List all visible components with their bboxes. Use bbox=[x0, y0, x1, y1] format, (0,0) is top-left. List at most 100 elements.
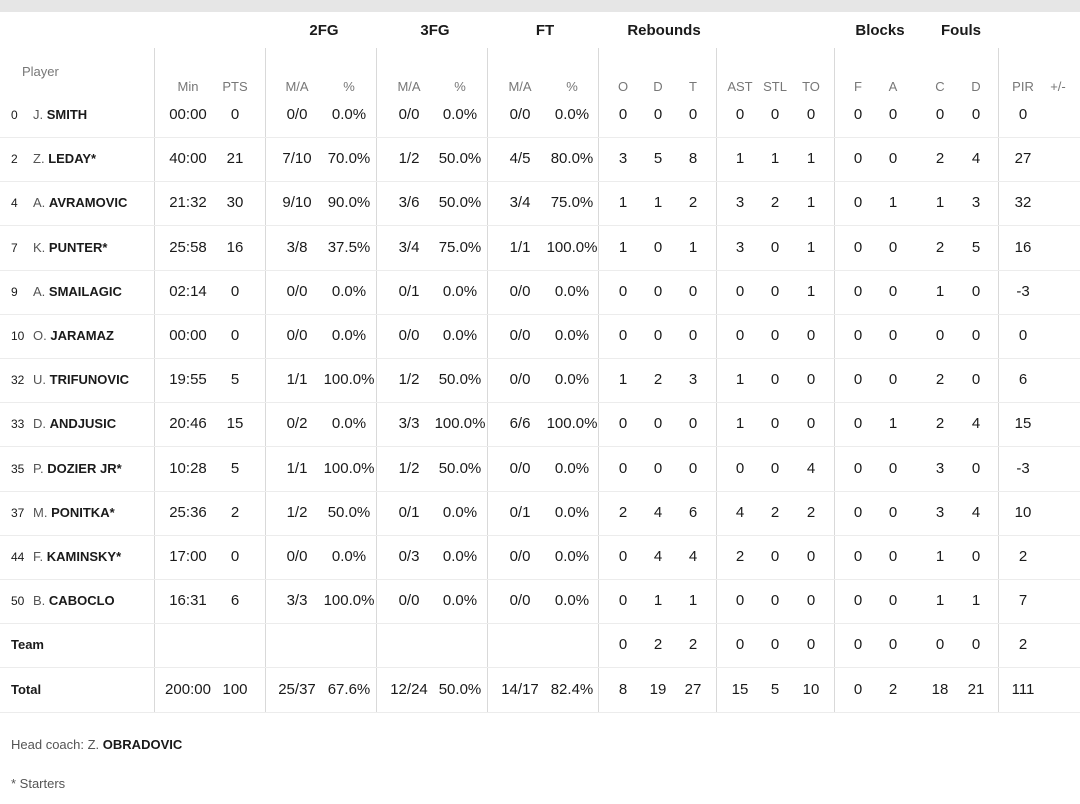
player-row[interactable]: 7 K. PUNTER* 25:58 16 3/8 37.5% 3/4 75.0% 1/1 100… bbox=[0, 226, 1080, 271]
player-row[interactable]: 0 J. SMITH 00:00 0 0/0 0.0% 0/0 0.0% 0/0 0.0% 0 0 0 0… bbox=[0, 93, 1080, 138]
group-3fg: 3FG bbox=[420, 22, 450, 39]
stat-stl: 0 bbox=[770, 282, 780, 300]
stat-ast: 15 bbox=[731, 680, 749, 698]
stat-off: 0 bbox=[618, 415, 628, 433]
stat-pm bbox=[1028, 491, 1080, 535]
stat-tot: 0 bbox=[688, 282, 698, 300]
stat-ast: 1 bbox=[735, 150, 745, 168]
stat-def: 0 bbox=[653, 106, 663, 123]
player-row[interactable]: 10 O. JARAMAZ 00:00 0 0/0 0.0% 0/0 0.0% 0/0 0.0% 0… bbox=[0, 314, 1080, 359]
stat-fg2-pct: 0.0% bbox=[331, 548, 367, 565]
player-initial: F. bbox=[33, 549, 44, 564]
player-initial: M. bbox=[33, 504, 48, 520]
header-blk-a: A bbox=[888, 79, 898, 94]
stat-pts: 0 bbox=[230, 327, 240, 344]
stat-to: 1 bbox=[806, 194, 816, 212]
player-initial: K. bbox=[33, 239, 46, 255]
player-name[interactable]: K. PUNTER* bbox=[33, 226, 107, 270]
stat-pm bbox=[1028, 579, 1080, 623]
group-blocks: Blocks bbox=[855, 22, 905, 39]
stat-def: 4 bbox=[653, 503, 663, 521]
stat-ft-ma: 6/6 bbox=[509, 415, 531, 433]
player-name[interactable]: A. AVRAMOVIC bbox=[33, 181, 127, 225]
player-row[interactable]: 44 F. KAMINSKY* 17:00 0 0/0 0.0% 0/3 0.0% 0/0 0.0… bbox=[0, 535, 1080, 580]
player-row[interactable]: 9 A. SMAILAGIC 02:14 0 0/0 0.0% 0/1 0.0% 0/0 0.0%… bbox=[0, 270, 1080, 315]
player-row[interactable]: 37 M. PONITKA* 25:36 2 1/2 50.0% 0/1 0.0% 0/1 0.0… bbox=[0, 491, 1080, 536]
stat-off: 1 bbox=[618, 371, 628, 389]
jersey-number: 37 bbox=[11, 505, 25, 520]
player-initial: U. bbox=[33, 372, 46, 388]
stat-def: 0 bbox=[653, 327, 663, 344]
stat-foul-d: 0 bbox=[971, 459, 981, 477]
player-row[interactable]: 2 Z. LEDAY* 40:00 21 7/10 70.0% 1/2 50.0% 4/5 80.… bbox=[0, 137, 1080, 183]
stat-stl: 0 bbox=[770, 459, 780, 477]
stat-to: 0 bbox=[806, 636, 816, 654]
stat-fg3-pct: 50.0% bbox=[438, 680, 482, 698]
player-name[interactable]: U. TRIFUNOVIC bbox=[33, 358, 129, 402]
stat-fg2-ma: 7/10 bbox=[282, 150, 312, 168]
player-name[interactable]: D. ANDJUSIC bbox=[33, 402, 116, 446]
jersey-number: 32 bbox=[11, 373, 25, 388]
player-name[interactable]: O. JARAMAZ bbox=[33, 314, 114, 358]
player-last-name: LEDAY* bbox=[48, 151, 97, 167]
stat-fg3-ma: 0/0 bbox=[398, 106, 420, 123]
stat-pir: 6 bbox=[1018, 371, 1028, 389]
stat-fg3-pct: 0.0% bbox=[442, 327, 478, 344]
stat-pir: 16 bbox=[1014, 238, 1032, 256]
header-ft-pct: % bbox=[566, 79, 578, 94]
stat-off: 1 bbox=[618, 238, 628, 256]
player-name[interactable]: F. KAMINSKY* bbox=[33, 535, 121, 579]
stat-tot: 0 bbox=[688, 106, 698, 123]
player-row[interactable]: 50 B. CABOCLO 16:31 6 3/3 100.0% 0/0 0.0% 0/0 0.0… bbox=[0, 579, 1080, 625]
player-row[interactable]: 35 P. DOZIER JR* 10:28 5 1/1 100.0% 1/2 50.0% 0/… bbox=[0, 447, 1080, 492]
stat-blk-f: 0 bbox=[853, 548, 863, 565]
player-last-name: KAMINSKY* bbox=[46, 549, 122, 564]
stat-pts: 30 bbox=[226, 194, 244, 212]
stat-def: 2 bbox=[653, 636, 663, 654]
header-fg3-pct: % bbox=[454, 79, 466, 94]
column-divider bbox=[265, 48, 266, 712]
player-row[interactable]: 32 U. TRIFUNOVIC 19:55 5 1/1 100.0% 1/2 50.0% 0/… bbox=[0, 358, 1080, 404]
player-name[interactable]: Z. LEDAY* bbox=[33, 137, 96, 181]
stat-foul-c: 1 bbox=[935, 592, 945, 610]
stat-pir: 7 bbox=[1018, 592, 1028, 610]
stat-def: 0 bbox=[653, 282, 663, 300]
stat-pm bbox=[1028, 402, 1080, 446]
player-last-name: SMAILAGIC bbox=[48, 283, 122, 299]
stat-ft-ma: 3/4 bbox=[509, 194, 531, 212]
stat-pm bbox=[1028, 535, 1080, 579]
stat-off: 0 bbox=[618, 636, 628, 654]
stat-blk-a: 0 bbox=[888, 282, 898, 300]
player-name[interactable]: M. PONITKA* bbox=[33, 491, 115, 535]
player-name[interactable]: B. CABOCLO bbox=[33, 579, 115, 623]
stat-fg3-pct: 50.0% bbox=[438, 194, 482, 212]
player-row[interactable]: 33 D. ANDJUSIC 20:46 15 0/2 0.0% 3/3 100.0% 6/6 1… bbox=[0, 402, 1080, 448]
header-foul-c: C bbox=[935, 79, 945, 94]
player-last-name: CABOCLO bbox=[48, 593, 115, 609]
stat-ft-pct: 0.0% bbox=[554, 548, 590, 565]
stat-min: 20:46 bbox=[169, 415, 207, 433]
head-coach-label: Head coach: bbox=[11, 737, 88, 752]
stat-fg3-pct: 0.0% bbox=[442, 548, 478, 565]
player-name[interactable]: P. DOZIER JR* bbox=[33, 447, 122, 491]
group-2fg: 2FG bbox=[309, 22, 339, 39]
stat-blk-f: 0 bbox=[853, 282, 863, 300]
stat-blk-a: 0 bbox=[888, 459, 898, 477]
player-name[interactable]: J. SMITH bbox=[33, 93, 87, 137]
stat-min: 16:31 bbox=[169, 592, 207, 610]
stat-blk-a: 1 bbox=[888, 415, 898, 433]
stat-blk-a: 0 bbox=[888, 548, 898, 565]
player-initial: B. bbox=[33, 593, 46, 609]
stat-ft-ma: 0/0 bbox=[509, 282, 531, 300]
stat-tot: 0 bbox=[688, 459, 698, 477]
jersey-number: 7 bbox=[11, 240, 18, 255]
stat-tot: 0 bbox=[688, 327, 698, 344]
stat-fg2-pct: 100.0% bbox=[323, 459, 375, 477]
stat-blk-a: 0 bbox=[888, 238, 898, 256]
player-row[interactable]: 4 A. AVRAMOVIC 21:32 30 9/10 90.0% 3/6 50.0% 3/4… bbox=[0, 181, 1080, 227]
stat-pm bbox=[1028, 181, 1080, 225]
header-fg2-pct: % bbox=[343, 79, 355, 94]
stat-fg2-pct: 0.0% bbox=[331, 415, 367, 433]
stat-foul-c: 2 bbox=[935, 371, 945, 389]
player-name[interactable]: A. SMAILAGIC bbox=[33, 270, 122, 314]
